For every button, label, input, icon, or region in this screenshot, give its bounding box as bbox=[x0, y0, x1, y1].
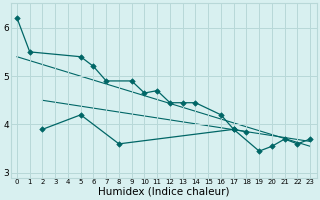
X-axis label: Humidex (Indice chaleur): Humidex (Indice chaleur) bbox=[98, 187, 229, 197]
